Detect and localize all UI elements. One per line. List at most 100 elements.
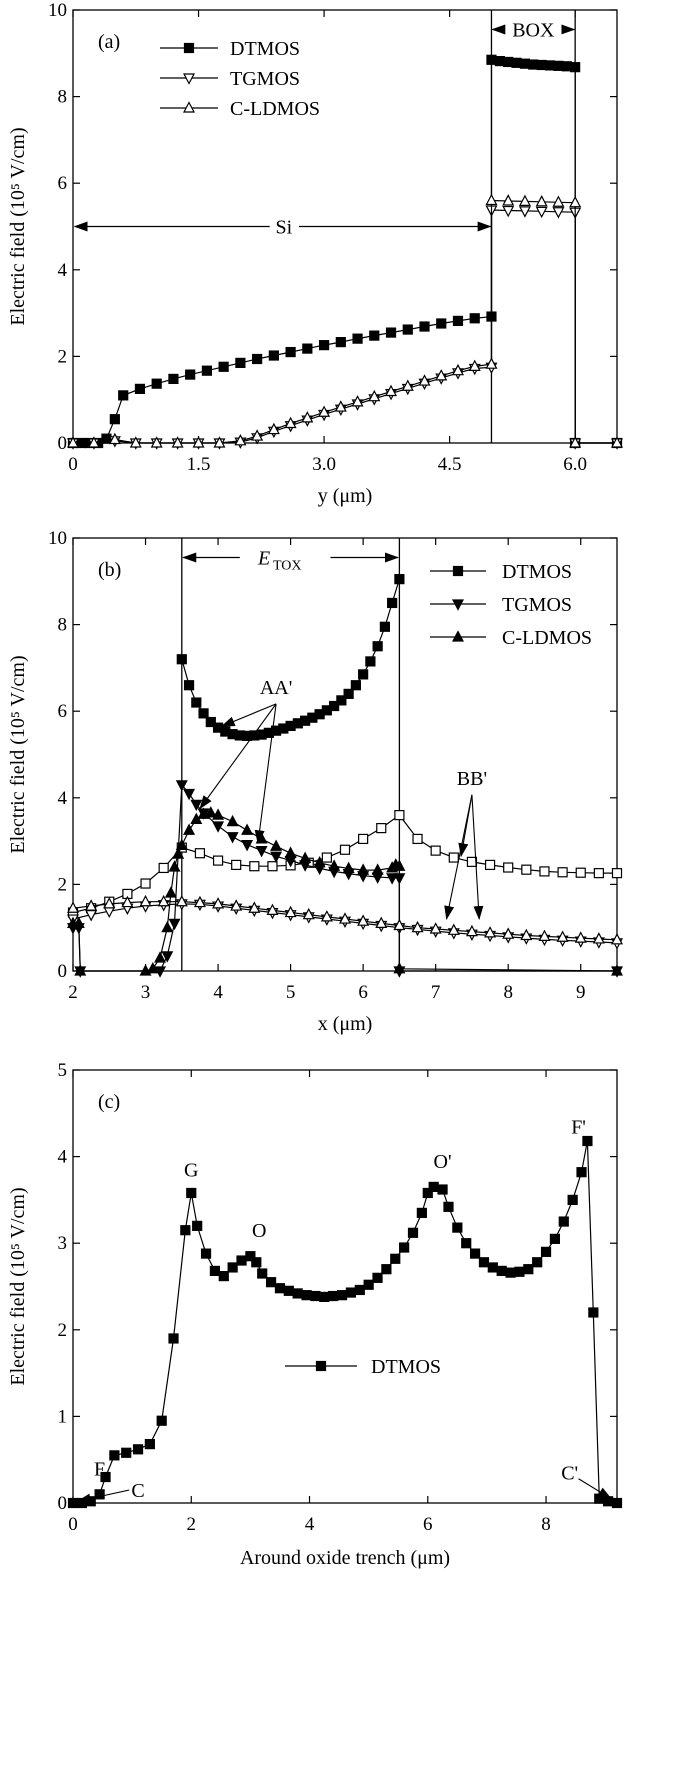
data-point-dtmos <box>505 1267 516 1278</box>
x-tick-label: 8 <box>503 982 513 1003</box>
data-point-dtmos <box>212 855 224 866</box>
data-point-dtmos <box>251 1257 262 1268</box>
data-point-c-ldmos <box>418 374 431 386</box>
data-point-dtmos <box>487 1262 498 1273</box>
data-point-dtmos <box>134 383 146 394</box>
data-point-c-ldmos <box>611 436 623 448</box>
si-region-label: Si <box>276 217 293 239</box>
data-point-c-ldmos <box>520 928 533 941</box>
data-point-c-ldmos <box>574 931 587 943</box>
data-point-tgmos <box>226 832 239 844</box>
data-point-c-ldmos <box>502 927 515 939</box>
data-point-c-ldmos <box>85 899 98 911</box>
data-point-dtmos <box>469 313 480 324</box>
data-point-dtmos <box>452 1222 463 1233</box>
data-point-dtmos <box>109 1450 120 1461</box>
data-point-dtmos <box>372 641 383 652</box>
data-point-c-ldmos <box>485 357 498 369</box>
data-point-dtmos <box>318 340 330 351</box>
y-tick-label: 4 <box>58 1147 68 1168</box>
data-point-dtmos <box>285 346 296 358</box>
y-tick-label: 0 <box>58 961 68 982</box>
etox-subscript: TOX <box>273 558 302 573</box>
data-point-dtmos <box>558 1216 569 1227</box>
data-point-dtmos <box>336 1290 348 1301</box>
data-point-dtmos <box>540 1246 552 1257</box>
data-point-dtmos <box>343 688 354 699</box>
data-point-dtmos <box>436 318 447 329</box>
data-point-dtmos <box>452 315 464 326</box>
y-tick-label: 5 <box>58 1060 68 1081</box>
c-prime-point-arrow <box>578 1478 612 1500</box>
legend-marker <box>452 565 464 577</box>
data-point-tgmos <box>255 846 268 858</box>
data-point-dtmos <box>205 716 216 728</box>
legend-marker <box>452 599 464 611</box>
data-point-dtmos <box>267 861 278 872</box>
x-tick-label: 3.0 <box>312 454 336 475</box>
plot-frame <box>72 1069 618 1504</box>
data-point-dtmos <box>503 56 514 68</box>
data-point-c-ldmos <box>351 395 364 407</box>
c-point-arrow <box>76 1489 130 1504</box>
x-tick-label: 2 <box>68 982 78 1003</box>
data-point-dtmos <box>274 1283 286 1294</box>
aa-section-label: AA' <box>260 677 293 699</box>
bb-arrow-3 <box>458 794 473 858</box>
data-point-dtmos <box>412 833 423 845</box>
panel-label: (a) <box>98 31 120 53</box>
data-point-c-ldmos <box>401 379 414 391</box>
data-point-dtmos <box>532 1257 543 1268</box>
data-point-dtmos <box>231 859 242 871</box>
data-point-tgmos <box>183 788 196 801</box>
data-point-c-ldmos <box>535 195 548 207</box>
bb-arrow-2 <box>471 794 484 921</box>
legend-label: TGMOS <box>502 594 572 616</box>
data-point-dtmos <box>176 654 187 665</box>
y-tick-label: 0 <box>58 433 68 454</box>
data-point-dtmos <box>387 597 398 609</box>
data-point-dtmos <box>448 852 459 863</box>
data-point-c-ldmos <box>212 808 225 820</box>
point-label-3: O <box>252 1220 266 1242</box>
data-point-c-ldmos <box>301 411 314 423</box>
data-point-dtmos <box>132 1444 144 1455</box>
data-point-c-ldmos <box>183 823 196 835</box>
data-point-c-ldmos <box>339 912 351 924</box>
data-point-dtmos <box>521 864 532 875</box>
x-tick-label: 6 <box>423 1514 433 1535</box>
x-tick-label: 7 <box>431 982 441 1003</box>
y-tick-label: 4 <box>58 260 68 281</box>
point-label-6: C' <box>561 1463 578 1485</box>
data-point-dtmos <box>235 357 246 368</box>
data-point-dtmos <box>486 54 497 65</box>
data-point-dtmos <box>544 60 556 71</box>
data-point-c-ldmos <box>368 389 381 402</box>
x-axis-title: y (μm) <box>318 485 373 507</box>
data-point-dtmos <box>379 621 390 632</box>
data-point-dtmos <box>394 574 405 585</box>
plot-frame <box>72 9 618 444</box>
y-axis-title: Electric field (10⁵ V/cm) <box>7 127 29 325</box>
data-point-dtmos <box>461 1238 472 1249</box>
x-tick-label: 8 <box>541 1514 551 1535</box>
y-tick-label: 6 <box>58 701 68 722</box>
data-point-dtmos <box>402 324 413 335</box>
point-label-1: C <box>131 1480 144 1502</box>
data-point-c-ldmos <box>385 384 398 397</box>
data-point-c-ldmos <box>468 359 481 371</box>
data-point-c-ldmos <box>74 964 87 976</box>
data-point-dtmos <box>218 1271 229 1282</box>
x-tick-label: 0 <box>68 1514 78 1535</box>
x-tick-label: 4 <box>213 982 223 1003</box>
y-tick-label: 6 <box>58 173 68 194</box>
data-point-dtmos <box>168 1333 179 1344</box>
data-point-c-ldmos <box>518 194 531 206</box>
data-point-dtmos <box>168 373 179 385</box>
data-point-c-ldmos <box>334 400 347 412</box>
data-point-dtmos <box>268 350 279 361</box>
data-point-dtmos <box>575 867 586 878</box>
data-point-c-ldmos <box>411 920 424 933</box>
data-point-dtmos <box>249 861 260 872</box>
